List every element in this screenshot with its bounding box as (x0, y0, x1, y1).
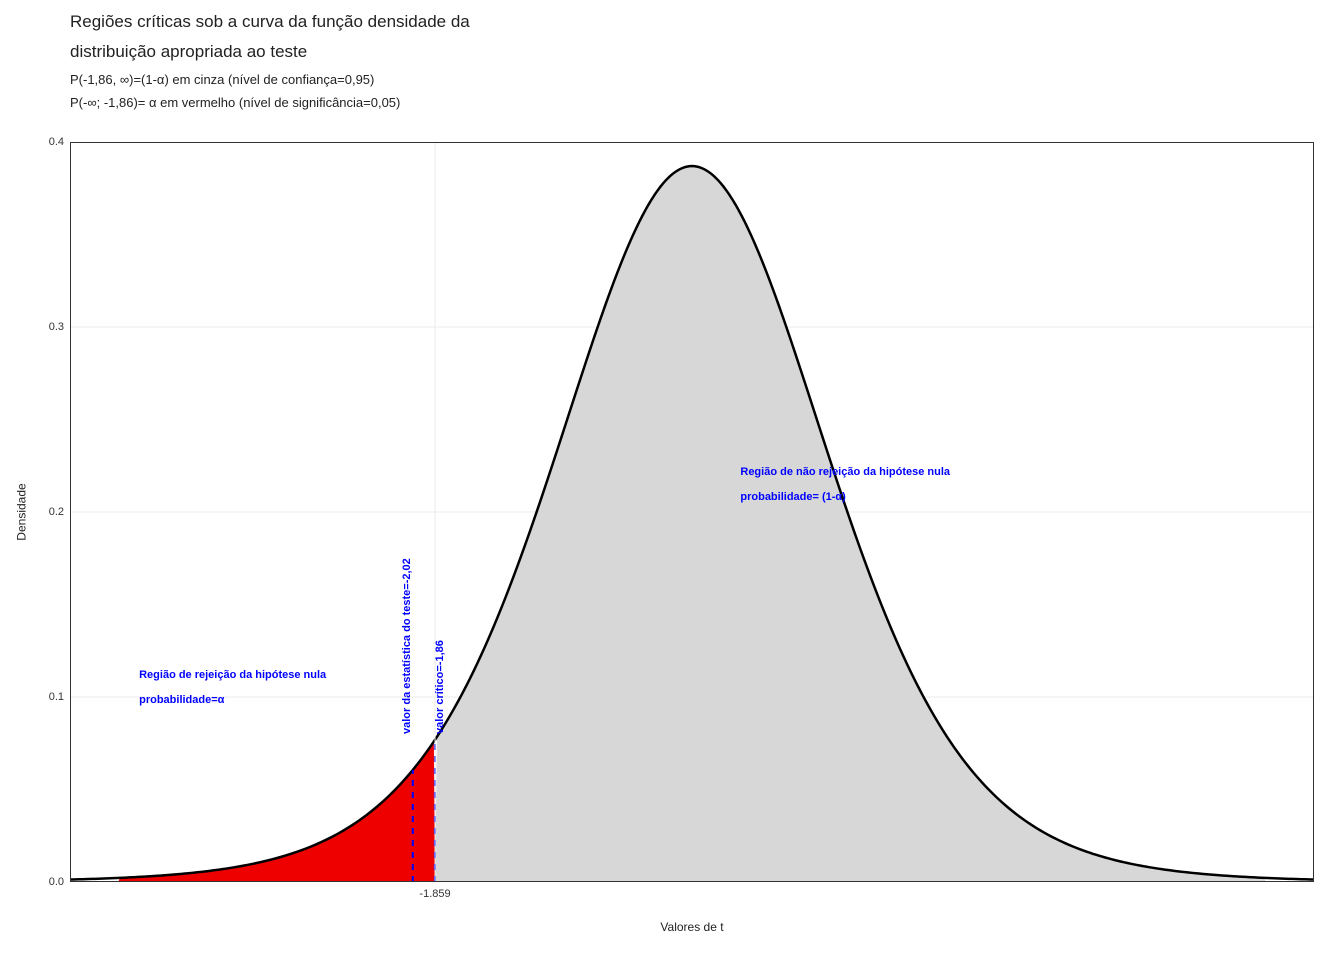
x-tick-critical: -1.859 (419, 888, 450, 900)
vline-label-critical: valor crítico=-1,86 (434, 640, 446, 734)
y-tick-label: 0.4 (14, 136, 64, 148)
plot-area (70, 142, 1314, 882)
subtitle-line-1: P(-1,86, ∞)=(1-α) em cinza (nível de con… (70, 72, 470, 87)
y-tick-label: 0.2 (14, 506, 64, 518)
title-block: Regiões críticas sob a curva da função d… (70, 12, 470, 118)
plot-svg (70, 142, 1314, 882)
y-tick-label: 0.1 (14, 691, 64, 703)
annotation-accept-region: Região de não rejeição da hipótese nula … (740, 466, 950, 504)
y-tick-label: 0.0 (14, 876, 64, 888)
annotation-reject-region: Região de rejeição da hipótese nula prob… (139, 669, 326, 707)
annotation-accept-title: Região de não rejeição da hipótese nula (740, 466, 950, 479)
subtitle-line-2: P(-∞; -1,86)= α em vermelho (nível de si… (70, 95, 470, 110)
y-tick-label: 0.3 (14, 321, 64, 333)
title-line-1: Regiões críticas sob a curva da função d… (70, 12, 470, 32)
annotation-accept-prob: probabilidade= (1-α) (740, 491, 950, 504)
annotation-reject-title: Região de rejeição da hipótese nula (139, 669, 326, 682)
title-line-2: distribuição apropriada ao teste (70, 42, 470, 62)
annotation-reject-prob: probabilidade=α (139, 694, 326, 707)
chart-container: Regiões críticas sob a curva da função d… (0, 0, 1344, 960)
vline-label-test-stat: valor da estatística do teste=-2,02 (401, 558, 413, 734)
x-axis-title: Valores de t (70, 920, 1314, 934)
